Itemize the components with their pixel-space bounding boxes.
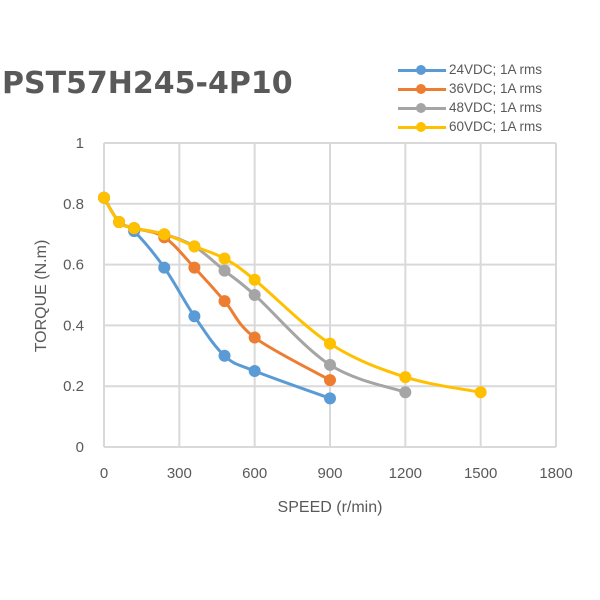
x-tick-labels: 0 300 600 900 1200 1500 1800 — [100, 465, 573, 482]
x-tick-label: 600 — [242, 465, 267, 482]
y-tick-label: 0.6 — [63, 257, 84, 274]
x-tick-label: 900 — [317, 465, 342, 482]
x-tick-label: 1800 — [539, 465, 572, 482]
x-tick-label: 1500 — [464, 465, 497, 482]
legend-item-48vdc: 48VDC; 1A rms — [398, 98, 542, 117]
data-point-36vdc — [218, 295, 231, 308]
data-point-24vdc — [248, 365, 261, 377]
legend-label: 36VDC; 1A rms — [449, 81, 543, 96]
series-line-60vdc — [102, 196, 481, 394]
y-tick-labels: 0 0.2 0.4 0.6 0.8 1 — [63, 135, 84, 456]
y-tick-label: 0.4 — [63, 317, 84, 334]
y-tick-label: 0 — [76, 439, 84, 456]
data-point-60vdc — [128, 222, 141, 235]
legend-item-24vdc: 24VDC; 1A rms — [398, 60, 542, 79]
data-point-60vdc — [324, 337, 336, 350]
y-axis-label: TORQUE (N.m) — [33, 240, 50, 353]
grid-lines — [103, 142, 557, 448]
y-tick-label: 0.2 — [63, 378, 84, 395]
legend-marker-36vdc — [398, 82, 446, 96]
legend-label: 48VDC; 1A rms — [449, 100, 543, 115]
chart-title: PST57H245-4P10 — [2, 66, 293, 101]
data-point-24vdc — [324, 392, 336, 405]
data-point-60vdc — [98, 191, 110, 204]
data-point-36vdc — [324, 374, 336, 387]
data-point-60vdc — [248, 273, 261, 286]
data-point-36vdc — [248, 331, 261, 344]
data-point-60vdc — [188, 240, 201, 253]
data-point-60vdc — [158, 228, 171, 241]
data-point-60vdc — [474, 386, 487, 399]
x-tick-label: 300 — [167, 465, 192, 482]
x-axis-label: SPEED (r/min) — [278, 499, 383, 516]
data-point-48vdc — [248, 289, 261, 301]
data-point-60vdc — [218, 252, 231, 265]
data-point-60vdc — [113, 216, 126, 229]
legend-label: 60VDC; 1A rms — [449, 119, 543, 134]
series-lines — [98, 191, 487, 405]
legend-label: 24VDC; 1A rms — [449, 62, 543, 77]
data-point-48vdc — [324, 358, 336, 371]
data-point-48vdc — [399, 386, 412, 399]
x-tick-label: 0 — [100, 465, 108, 482]
y-tick-label: 0.8 — [63, 196, 84, 213]
data-point-60vdc — [399, 371, 412, 384]
legend-item-60vdc: 60VDC; 1A rms — [398, 117, 542, 136]
legend-marker-24vdc — [398, 63, 446, 77]
data-point-24vdc — [188, 310, 201, 323]
data-point-48vdc — [218, 264, 231, 277]
data-point-24vdc — [158, 261, 171, 274]
y-tick-label: 1 — [76, 135, 84, 152]
data-point-24vdc — [218, 349, 231, 362]
legend-marker-60vdc — [398, 120, 446, 134]
data-point-36vdc — [188, 261, 201, 274]
legend-item-36vdc: 36VDC; 1A rms — [398, 79, 542, 98]
legend-marker-48vdc — [398, 101, 446, 115]
chart-legend: 24VDC; 1A rms 36VDC; 1A rms 48VDC; 1A rm… — [398, 60, 542, 136]
x-tick-label: 1200 — [389, 465, 422, 482]
